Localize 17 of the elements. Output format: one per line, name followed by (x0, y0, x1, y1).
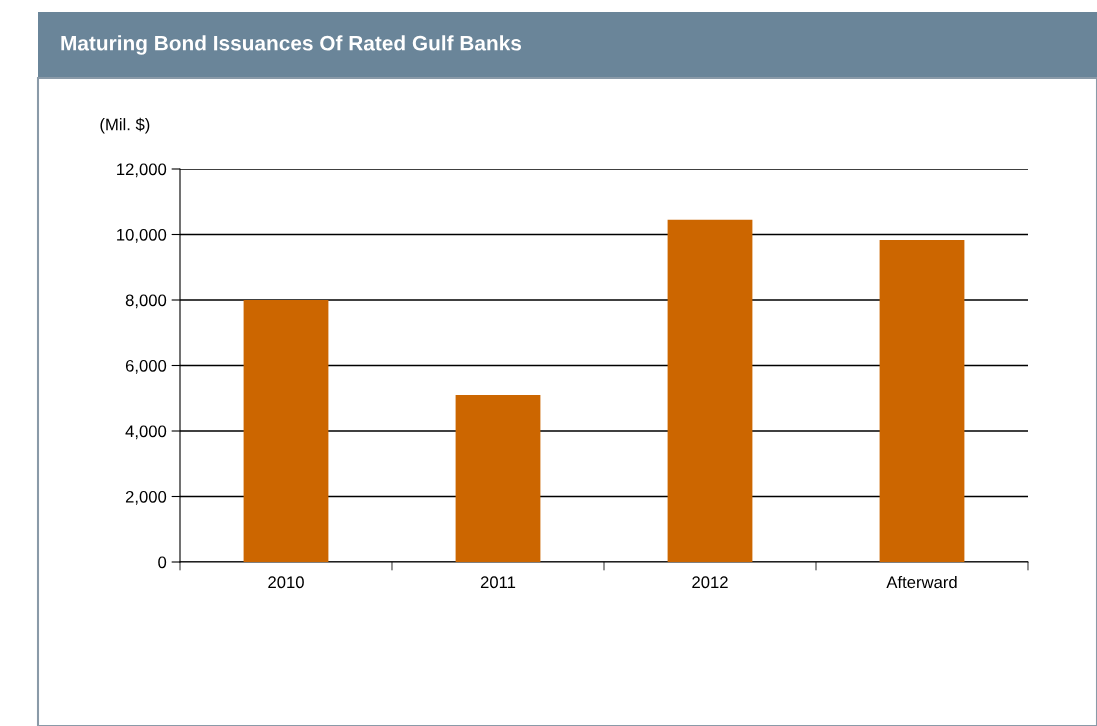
y-tick-label: 2,000 (125, 490, 167, 505)
bar (455, 394, 541, 562)
y-tick-label: 12,000 (117, 163, 167, 178)
x-tick-label: 2012 (692, 576, 728, 589)
x-tick-label: 2010 (268, 576, 304, 589)
y-tick-label: 10,000 (117, 228, 167, 243)
y-tick-label: 0 (158, 556, 167, 569)
y-tick-label: 8,000 (125, 294, 167, 309)
y-tick-label: 4,000 (125, 425, 167, 440)
x-tick-label: Afterward (886, 575, 957, 589)
y-tick-label: 6,000 (125, 359, 167, 374)
bar (667, 219, 753, 562)
bar (879, 240, 965, 562)
y-axis-title: (Mil. $) (100, 117, 150, 134)
chart-title: Maturing Bond Issuances Of Rated Gulf Banks (61, 35, 522, 55)
x-tick-label: 2011 (480, 576, 516, 589)
bar (243, 300, 329, 562)
